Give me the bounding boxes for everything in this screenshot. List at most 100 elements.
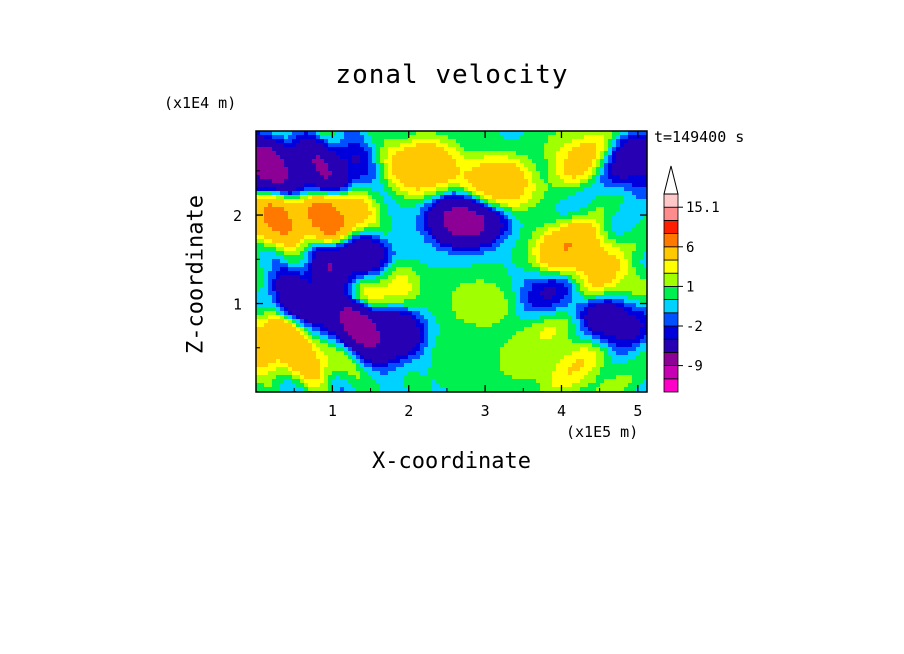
contour-cell: [340, 135, 344, 139]
contour-cell: [412, 223, 416, 227]
contour-cell: [448, 327, 452, 331]
contour-cell: [496, 255, 500, 259]
contour-cell: [468, 143, 472, 147]
contour-cell: [320, 327, 324, 331]
contour-cell: [392, 271, 396, 275]
contour-cell: [504, 247, 508, 251]
contour-cell: [560, 283, 564, 287]
contour-cell: [556, 303, 560, 307]
contour-cell: [280, 139, 284, 143]
contour-cell: [572, 135, 576, 139]
contour-cell: [376, 195, 380, 199]
contour-cell: [280, 235, 284, 239]
contour-cell: [340, 283, 344, 287]
contour-cell: [560, 187, 564, 191]
contour-cell: [364, 307, 368, 311]
contour-cell: [500, 191, 504, 195]
contour-cell: [492, 271, 496, 275]
contour-cell: [368, 175, 372, 179]
contour-cell: [592, 147, 596, 151]
y-axis-multiplier: (x1E4 m): [164, 94, 237, 112]
contour-cell: [264, 275, 268, 279]
contour-cell: [384, 271, 388, 275]
contour-cell: [484, 251, 488, 255]
contour-cell: [596, 139, 600, 143]
contour-cell: [572, 259, 576, 263]
contour-cell: [468, 211, 472, 215]
contour-cell: [396, 159, 400, 163]
contour-cell: [372, 135, 376, 139]
contour-cell: [528, 199, 532, 203]
contour-cell: [636, 283, 640, 287]
contour-cell: [448, 135, 452, 139]
contour-cell: [620, 311, 624, 315]
contour-cell: [620, 251, 624, 255]
contour-cell: [268, 159, 272, 163]
contour-cell: [580, 291, 584, 295]
contour-cell: [324, 251, 328, 255]
contour-cell: [456, 139, 460, 143]
contour-cell: [540, 163, 544, 167]
contour-cell: [368, 135, 372, 139]
contour-cell: [536, 275, 540, 279]
contour-cell: [404, 295, 408, 299]
contour-cell: [280, 179, 284, 183]
contour-cell: [624, 167, 628, 171]
contour-cell: [640, 287, 644, 291]
contour-cell: [556, 183, 560, 187]
contour-cell: [332, 271, 336, 275]
contour-cell: [428, 323, 432, 327]
contour-cell: [536, 287, 540, 291]
contour-cell: [628, 319, 632, 323]
contour-cell: [328, 311, 332, 315]
contour-cell: [572, 279, 576, 283]
contour-cell: [572, 223, 576, 227]
contour-cell: [472, 311, 476, 315]
contour-cell: [292, 259, 296, 263]
contour-cell: [532, 227, 536, 231]
contour-cell: [368, 191, 372, 195]
contour-cell: [344, 291, 348, 295]
contour-cell: [404, 223, 408, 227]
contour-cell: [356, 167, 360, 171]
contour-cell: [552, 307, 556, 311]
contour-cell: [536, 227, 540, 231]
contour-cell: [292, 307, 296, 311]
contour-cell: [556, 147, 560, 151]
contour-cell: [608, 283, 612, 287]
contour-cell: [536, 187, 540, 191]
contour-cell: [548, 139, 552, 143]
contour-cell: [584, 307, 588, 311]
contour-cell: [624, 139, 628, 143]
contour-cell: [320, 179, 324, 183]
contour-cell: [468, 263, 472, 267]
contour-cell: [624, 231, 628, 235]
contour-cell: [644, 159, 647, 163]
contour-cell: [340, 219, 344, 223]
contour-cell: [608, 327, 612, 331]
contour-cell: [476, 131, 480, 135]
contour-cell: [504, 287, 508, 291]
contour-cell: [348, 179, 352, 183]
contour-cell: [544, 199, 548, 203]
contour-cell: [396, 239, 400, 243]
contour-cell: [280, 327, 284, 331]
contour-cell: [600, 327, 604, 331]
contour-cell: [264, 279, 268, 283]
contour-cell: [620, 223, 624, 227]
contour-cell: [496, 147, 500, 151]
contour-cell: [392, 283, 396, 287]
contour-cell: [476, 263, 480, 267]
contour-cell: [256, 319, 260, 323]
contour-cell: [472, 259, 476, 263]
contour-cell: [356, 331, 360, 335]
contour-cell: [284, 263, 288, 267]
contour-cell: [580, 135, 584, 139]
contour-cell: [480, 175, 484, 179]
contour-cell: [284, 235, 288, 239]
contour-cell: [268, 255, 272, 259]
contour-cell: [400, 215, 404, 219]
contour-cell: [364, 279, 368, 283]
contour-cell: [524, 295, 528, 299]
